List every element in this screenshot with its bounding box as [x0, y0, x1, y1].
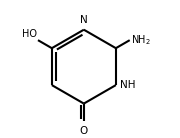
Text: N: N: [80, 15, 88, 25]
Text: O: O: [80, 126, 88, 136]
Text: HO: HO: [22, 29, 37, 39]
Text: NH$_2$: NH$_2$: [131, 33, 151, 47]
Text: NH: NH: [120, 80, 136, 90]
